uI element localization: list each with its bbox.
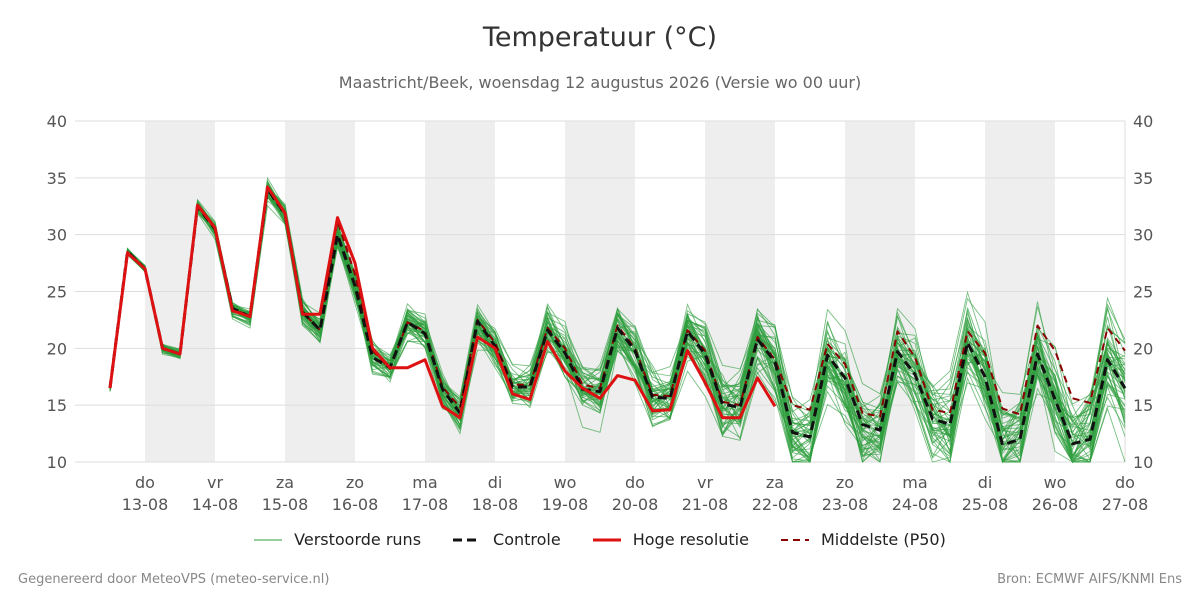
legend: Verstoorde runs Controle Hoge resolutie … [0,530,1200,549]
y-tick-label-right: 15 [1133,396,1153,415]
x-tick-day: vr [207,473,223,492]
x-tick-day: di [488,473,503,492]
legend-item-median: Middelste (P50) [780,530,946,549]
legend-swatch-high-res [592,538,621,541]
y-tick-label-left: 35 [47,169,67,188]
legend-item-ensemble: Verstoorde runs [254,530,421,549]
ensemble-member-line [109,204,1126,464]
y-tick-label-left: 15 [47,396,67,415]
footer-generated-by: Gegenereerd door MeteoVPS (meteo-service… [18,572,330,587]
x-tick-date: 23-08 [822,495,869,514]
x-tick-date: 21-08 [682,495,729,514]
x-tick-day: do [625,473,645,492]
x-tick-date: 19-08 [542,495,589,514]
x-tick-date: 16-08 [332,495,379,514]
y-tick-label-right: 10 [1133,453,1153,472]
x-tick-date: 14-08 [192,495,239,514]
legend-label-ensemble: Verstoorde runs [294,530,422,549]
x-tick-day: do [135,473,155,492]
high-res-line [108,185,777,420]
x-tick-day: wo [554,473,577,492]
y-tick-label-right: 40 [1133,112,1153,131]
x-tick-date: 13-08 [122,495,169,514]
x-tick-day: za [766,473,784,492]
legend-item-control: Controle [453,530,561,549]
y-tick-label-left: 20 [47,339,67,358]
y-tick-label-right: 35 [1133,169,1153,188]
x-tick-date: 24-08 [892,495,939,514]
x-tick-day: ma [412,473,437,492]
y-tick-label-left: 30 [47,226,67,245]
y-tick-label-left: 10 [47,453,67,472]
legend-label-median: Middelste (P50) [820,530,946,549]
x-tick-date: 22-08 [752,495,799,514]
x-tick-date: 25-08 [962,495,1009,514]
legend-label-high-res: Hoge resolutie [632,530,749,549]
x-tick-date: 26-08 [1032,495,1079,514]
x-tick-date: 15-08 [262,495,309,514]
legend-swatch-ensemble [254,539,283,540]
x-tick-date: 17-08 [402,495,449,514]
x-tick-day: wo [1044,473,1067,492]
chart-title: Temperatuur (°C) [482,22,718,53]
x-tick-day: za [276,473,294,492]
x-tick-day: vr [697,473,713,492]
chart-subtitle: Maastricht/Beek, woensdag 12 augustus 20… [338,73,862,92]
x-tick-day: do [1115,473,1135,492]
x-tick-day: zo [836,473,854,492]
legend-swatch-median [780,538,809,541]
y-tick-label-left: 25 [47,283,67,302]
legend-label-control: Controle [493,530,561,549]
legend-swatch-control [453,538,482,541]
x-tick-day: ma [902,473,927,492]
y-tick-label-left: 40 [47,112,67,131]
y-tick-label-right: 20 [1133,339,1153,358]
legend-item-high-res: Hoge resolutie [592,530,749,549]
y-tick-label-right: 30 [1133,226,1153,245]
x-tick-date: 20-08 [612,495,659,514]
y-tick-label-right: 25 [1133,283,1153,302]
x-tick-date: 18-08 [472,495,519,514]
x-tick-day: di [978,473,993,492]
x-tick-date: 27-08 [1102,495,1149,514]
footer-source: Bron: ECMWF AIFS/KNMI Ens [997,572,1182,587]
x-tick-day: zo [346,473,364,492]
ensemble-member-line [109,187,1126,464]
